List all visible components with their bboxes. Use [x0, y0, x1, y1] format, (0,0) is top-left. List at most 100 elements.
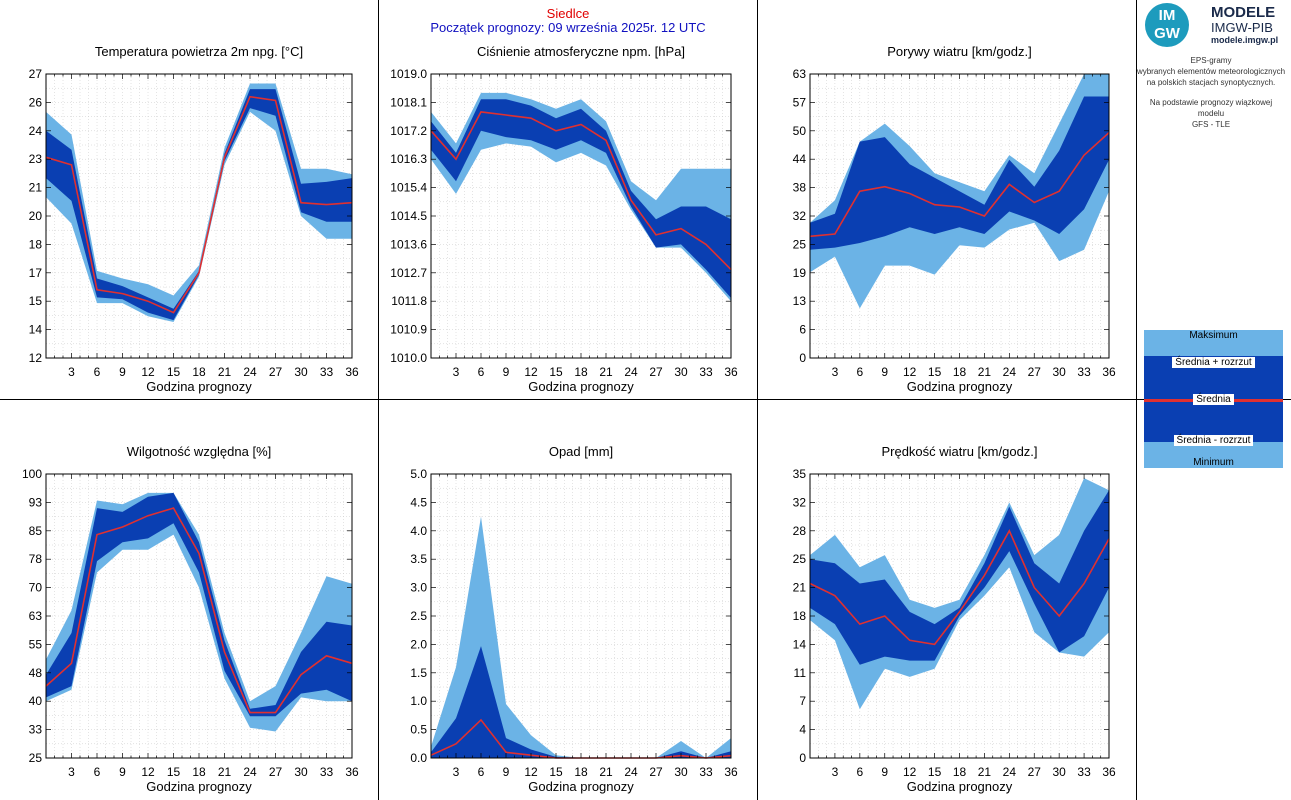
x-tick-label: 18 [953, 765, 967, 779]
y-tick-label: 7 [799, 694, 806, 708]
x-tick-label: 33 [1077, 765, 1091, 779]
y-tick-label: 85 [29, 524, 43, 538]
x-tick-label: 9 [881, 365, 888, 379]
y-tick-label: 48 [29, 666, 43, 680]
x-tick-label: 12 [141, 365, 155, 379]
y-tick-label: 32 [793, 209, 807, 223]
y-tick-label: 6 [799, 323, 806, 337]
x-tick-label: 15 [928, 765, 942, 779]
imgw-logo: IM GW MODELE IMGW-PIB modele.imgw.pl [1141, 0, 1291, 50]
mean-line [45, 95, 353, 314]
x-tick-label: 27 [649, 365, 663, 379]
info-line-3: na polskich stacjach synoptycznych. [1146, 78, 1276, 87]
band-spread [431, 99, 731, 298]
imgw-badge: IM GW [1145, 3, 1189, 47]
logo-imgw-pib: IMGW-PIB [1211, 20, 1273, 35]
x-tick-label: 12 [903, 365, 917, 379]
x-tick-label: 36 [1102, 765, 1116, 779]
y-tick-label: 1016.3 [390, 152, 427, 166]
x-tick-label: 21 [978, 365, 992, 379]
x-tick-label: 3 [68, 365, 75, 379]
x-tick-label: 9 [881, 765, 888, 779]
y-tick-label: 57 [793, 95, 807, 109]
x-tick-label: 27 [1028, 765, 1042, 779]
legend-max-row: Maksimum [1144, 330, 1283, 341]
y-tick-label: 25 [793, 552, 807, 566]
y-tick-label: 1.5 [410, 666, 427, 680]
info-line-1: EPS-gramy [1190, 56, 1232, 65]
badge-bottom-text: GW [1154, 25, 1180, 42]
forecast-start: Początek prognozy: 09 września 2025r. 12… [430, 20, 705, 35]
legend-mean-minus-label: Średnia - rozrzut [1173, 435, 1254, 446]
x-tick-label: 3 [453, 765, 460, 779]
mean-line [809, 132, 1110, 238]
y-tick-label: 12 [29, 351, 43, 365]
y-tick-label: 93 [29, 495, 43, 509]
x-axis-title: Godzina prognozy [528, 379, 634, 394]
y-tick-label: 0.0 [410, 751, 427, 765]
x-tick-label: 33 [1077, 365, 1091, 379]
x-axis-title: Godzina prognozy [907, 779, 1013, 794]
y-tick-label: 100 [22, 467, 42, 481]
y-tick-label: 44 [793, 152, 807, 166]
y-tick-label: 1011.8 [391, 294, 427, 308]
logo-modele: MODELE [1211, 4, 1276, 21]
y-tick-label: 1014.5 [390, 209, 427, 223]
x-tick-label: 12 [524, 765, 538, 779]
chart-title: Prędkość wiatru [km/godz.] [881, 444, 1037, 459]
mean-line [45, 507, 353, 714]
station-name: Siedlce [547, 6, 590, 21]
x-tick-label: 36 [724, 365, 738, 379]
y-tick-label: 1019.0 [390, 67, 427, 81]
y-tick-label: 35 [793, 467, 807, 481]
x-tick-label: 18 [574, 765, 588, 779]
legend-mean-minus-row: Średnia - rozrzut [1144, 435, 1283, 446]
chart-panel-6: Prędkość wiatru [km/godz.]3 6 9 12 15 18 21 24 2… [793, 444, 1116, 794]
y-tick-label: 18 [29, 237, 43, 251]
x-tick-label: 36 [345, 365, 359, 379]
y-tick-label: 4.5 [410, 495, 427, 509]
x-tick-label: 24 [624, 365, 638, 379]
x-tick-label: 21 [599, 765, 613, 779]
y-tick-label: 28 [793, 524, 807, 538]
y-tick-label: 32 [793, 495, 807, 509]
chart-panel-3: Porywy wiatru [km/godz.]3 6 9 12 15 18 21 24 27 3… [793, 44, 1116, 394]
x-tick-label: 9 [119, 765, 126, 779]
legend-mean-row: Średnia [1144, 394, 1283, 405]
band-spread [810, 96, 1109, 250]
y-tick-label: 78 [29, 552, 43, 566]
x-tick-label: 3 [453, 365, 460, 379]
legend-mean-label: Średnia [1193, 394, 1234, 405]
legend-outer-top [1144, 330, 1283, 356]
legend-mean-plus-label: Średnia + rozrzut [1172, 357, 1255, 368]
y-tick-label: 14 [793, 637, 807, 651]
y-tick-label: 23 [29, 152, 43, 166]
legend-min-label: Minimum [1193, 457, 1234, 468]
x-tick-label: 30 [294, 365, 308, 379]
x-tick-label: 24 [1003, 365, 1017, 379]
x-tick-label: 24 [243, 765, 257, 779]
y-tick-label: 1010.0 [390, 351, 427, 365]
x-tick-label: 36 [1102, 365, 1116, 379]
y-tick-label: 0 [799, 751, 806, 765]
y-tick-label: 21 [793, 581, 807, 595]
x-tick-label: 24 [624, 765, 638, 779]
x-tick-label: 30 [1052, 365, 1066, 379]
y-tick-label: 63 [29, 609, 43, 623]
x-tick-label: 33 [699, 765, 713, 779]
x-tick-label: 33 [320, 365, 334, 379]
legend: Maksimum Średnia + rozrzut Średnia Średn… [1144, 330, 1283, 468]
y-tick-label: 5.0 [410, 467, 427, 481]
chart-panel-1: Temperatura powietrza 2m npg. [°C]3 6 9 12 1… [29, 44, 359, 394]
y-tick-label: 38 [793, 181, 807, 195]
x-tick-label: 15 [928, 365, 942, 379]
y-tick-label: 1017.2 [390, 124, 427, 138]
x-tick-label: 24 [1003, 765, 1017, 779]
x-tick-label: 15 [549, 365, 563, 379]
y-tick-label: 1010.9 [390, 323, 427, 337]
x-tick-label: 9 [503, 765, 510, 779]
y-tick-label: 3.0 [410, 581, 427, 595]
x-tick-label: 30 [674, 765, 688, 779]
x-tick-label: 9 [119, 365, 126, 379]
x-tick-label: 15 [167, 365, 181, 379]
